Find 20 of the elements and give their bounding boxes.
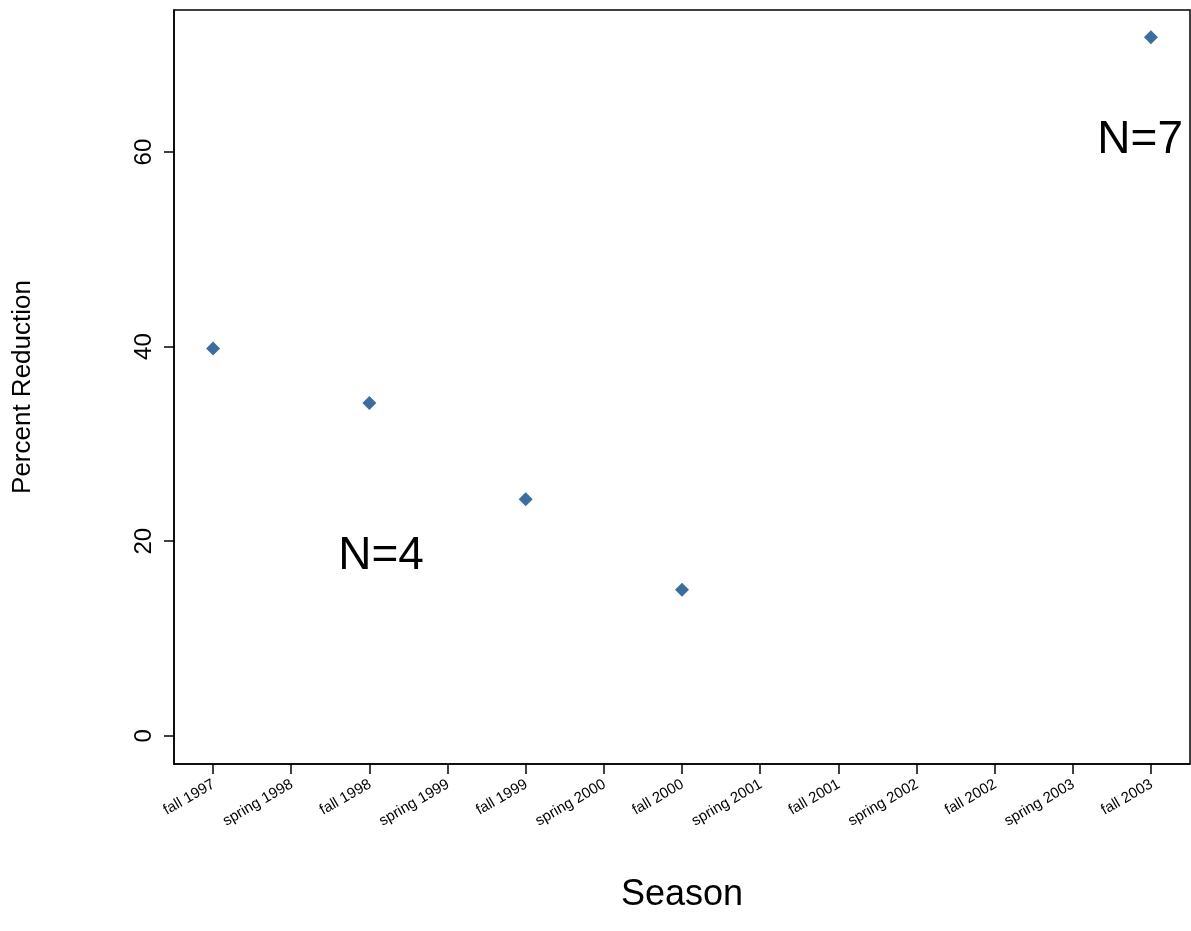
point (518, 492, 533, 507)
point (675, 582, 689, 597)
y-tick-label: 0 (128, 729, 156, 743)
x-axis-title: Season (620, 871, 744, 913)
x-tick-label: fall 2001 (784, 774, 843, 818)
x-tick-label: fall 1997 (159, 774, 218, 818)
y-tick-label: 60 (128, 138, 156, 166)
point (1143, 30, 1158, 45)
annotation: N=4 (338, 527, 424, 579)
y-tick-label: 40 (128, 333, 156, 360)
x-tick-label: fall 1998 (316, 774, 374, 818)
point (362, 396, 377, 411)
point (206, 341, 221, 356)
x-tick-label: fall 2003 (1097, 774, 1156, 818)
y-tick-label: 20 (128, 527, 156, 555)
x-tick-label: fall 1999 (472, 774, 530, 818)
annotation: N=7 (1097, 111, 1183, 163)
x-tick-label: fall 2002 (941, 774, 999, 818)
y-axis-title: Percent Reduction (6, 280, 36, 494)
x-tick-label: fall 2000 (628, 774, 687, 818)
